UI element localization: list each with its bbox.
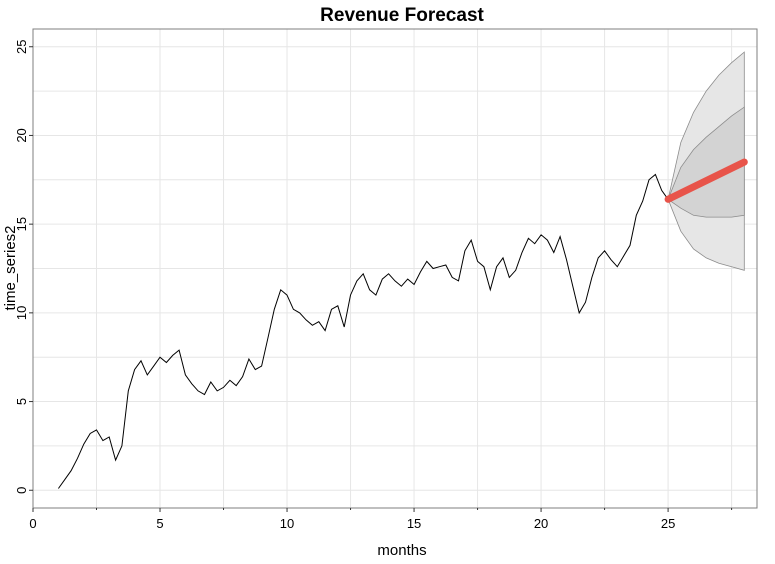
y-tick-label: 15 bbox=[14, 217, 29, 231]
x-axis: 0 5 10 15 20 25 bbox=[29, 508, 733, 531]
history-line bbox=[57, 173, 669, 489]
x-tick-label: 20 bbox=[534, 516, 548, 531]
x-tick-label: 25 bbox=[661, 516, 675, 531]
x-tick-label: 10 bbox=[280, 516, 294, 531]
y-axis: 0 5 10 15 20 25 bbox=[14, 40, 33, 494]
forecast-line bbox=[664, 158, 748, 203]
history-series bbox=[57, 173, 669, 489]
y-tick-label: 10 bbox=[14, 306, 29, 320]
x-tick-label: 15 bbox=[407, 516, 421, 531]
y-tick-label: 0 bbox=[14, 487, 29, 494]
x-tick-label: 5 bbox=[156, 516, 163, 531]
forecast-series bbox=[664, 158, 748, 203]
y-axis-label: time_series2 bbox=[2, 225, 19, 310]
plot-frame bbox=[32, 28, 758, 509]
y-tick-label: 25 bbox=[14, 40, 29, 54]
x-axis-label: months bbox=[377, 542, 426, 559]
chart-title: Revenue Forecast bbox=[320, 5, 484, 26]
y-tick-label: 5 bbox=[14, 398, 29, 405]
y-tick-label: 20 bbox=[14, 128, 29, 142]
x-tick-label: 0 bbox=[29, 516, 36, 531]
